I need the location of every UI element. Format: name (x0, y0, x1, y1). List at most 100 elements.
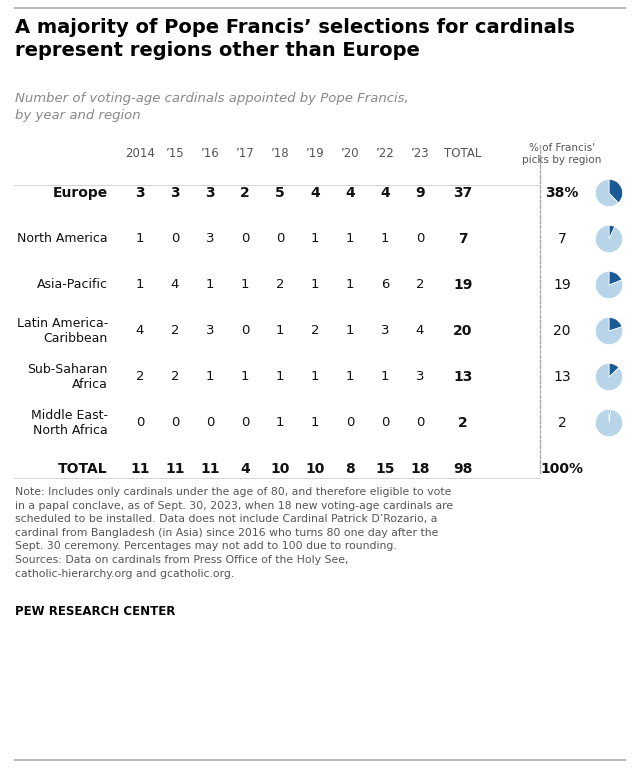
Text: 7: 7 (557, 232, 566, 246)
Text: 10: 10 (270, 462, 290, 476)
Text: 2: 2 (311, 324, 319, 337)
Text: ’22: ’22 (376, 147, 394, 160)
Text: Sub-Saharan
Africa: Sub-Saharan Africa (28, 363, 108, 391)
Text: North America: North America (17, 232, 108, 245)
Text: 3: 3 (205, 186, 215, 200)
Text: 100%: 100% (541, 462, 584, 476)
Text: 13: 13 (553, 370, 571, 384)
Text: 20: 20 (453, 324, 473, 338)
Text: ’18: ’18 (271, 147, 289, 160)
Wedge shape (595, 272, 623, 299)
Text: 1: 1 (381, 232, 389, 245)
Text: 7: 7 (458, 232, 468, 246)
Text: 0: 0 (136, 417, 144, 429)
Text: 1: 1 (205, 279, 214, 292)
Text: ’16: ’16 (200, 147, 220, 160)
Text: 1: 1 (241, 371, 249, 384)
Text: 0: 0 (416, 417, 424, 429)
Text: 2: 2 (136, 371, 144, 384)
Text: Note: Includes only cardinals under the age of 80, and therefore eligible to vot: Note: Includes only cardinals under the … (15, 487, 453, 578)
Text: 11: 11 (200, 462, 220, 476)
Text: 11: 11 (131, 462, 150, 476)
Text: 3: 3 (170, 186, 180, 200)
Text: 1: 1 (241, 279, 249, 292)
Text: 9: 9 (415, 186, 425, 200)
Text: 4: 4 (345, 186, 355, 200)
Text: 37: 37 (453, 186, 472, 200)
Text: 10: 10 (305, 462, 324, 476)
Text: 4: 4 (310, 186, 320, 200)
Text: 18: 18 (410, 462, 429, 476)
Wedge shape (595, 317, 623, 344)
Text: Europe: Europe (52, 186, 108, 200)
Text: 98: 98 (453, 462, 473, 476)
Text: 6: 6 (381, 279, 389, 292)
Text: 1: 1 (311, 371, 319, 384)
Text: Number of voting-age cardinals appointed by Pope Francis,
by year and region: Number of voting-age cardinals appointed… (15, 92, 409, 122)
Text: Middle East-
North Africa: Middle East- North Africa (31, 409, 108, 437)
Text: 0: 0 (206, 417, 214, 429)
Text: 4: 4 (240, 462, 250, 476)
Text: 3: 3 (205, 324, 214, 337)
Wedge shape (609, 179, 623, 203)
Text: 2: 2 (171, 371, 179, 384)
Text: 1: 1 (346, 232, 355, 245)
Text: 1: 1 (311, 417, 319, 429)
Text: 3: 3 (205, 232, 214, 245)
Text: 0: 0 (381, 417, 389, 429)
Text: 19: 19 (553, 278, 571, 292)
Text: 3: 3 (135, 186, 145, 200)
Wedge shape (609, 364, 619, 377)
Text: 4: 4 (380, 186, 390, 200)
Text: 8: 8 (345, 462, 355, 476)
Text: 4: 4 (416, 324, 424, 337)
Text: % of Francis'
picks by region: % of Francis' picks by region (522, 143, 602, 165)
Text: 0: 0 (416, 232, 424, 245)
Text: 38%: 38% (545, 186, 579, 200)
Text: 0: 0 (241, 232, 249, 245)
Text: 1: 1 (346, 324, 355, 337)
Text: 0: 0 (171, 417, 179, 429)
Text: ’23: ’23 (411, 147, 429, 160)
Text: 2: 2 (171, 324, 179, 337)
Text: 1: 1 (276, 324, 284, 337)
Text: 3: 3 (381, 324, 389, 337)
Text: 0: 0 (346, 417, 354, 429)
Text: 19: 19 (453, 278, 473, 292)
Text: 1: 1 (381, 371, 389, 384)
Text: 2: 2 (240, 186, 250, 200)
Text: 1: 1 (136, 232, 144, 245)
Text: 1: 1 (276, 417, 284, 429)
Text: 1: 1 (311, 232, 319, 245)
Text: 1: 1 (346, 279, 355, 292)
Text: 2014: 2014 (125, 147, 155, 160)
Text: 20: 20 (553, 324, 571, 338)
Text: 1: 1 (311, 279, 319, 292)
Text: Asia-Pacific: Asia-Pacific (37, 279, 108, 292)
Text: 11: 11 (165, 462, 185, 476)
Text: A majority of Pope Francis’ selections for cardinals
represent regions other tha: A majority of Pope Francis’ selections f… (15, 18, 575, 59)
Wedge shape (595, 364, 623, 391)
Text: 1: 1 (136, 279, 144, 292)
Text: 2: 2 (276, 279, 284, 292)
Text: Latin America-
Caribbean: Latin America- Caribbean (17, 317, 108, 345)
Text: 1: 1 (276, 371, 284, 384)
Text: 2: 2 (458, 416, 468, 430)
Text: 3: 3 (416, 371, 424, 384)
Text: 5: 5 (275, 186, 285, 200)
Wedge shape (595, 179, 618, 207)
Wedge shape (609, 409, 611, 423)
Wedge shape (609, 272, 621, 285)
Text: ’20: ’20 (340, 147, 359, 160)
Wedge shape (595, 409, 623, 437)
Text: 15: 15 (375, 462, 395, 476)
Text: ’19: ’19 (306, 147, 324, 160)
Text: ’17: ’17 (236, 147, 254, 160)
Text: 2: 2 (557, 416, 566, 430)
Text: 13: 13 (453, 370, 473, 384)
Text: 1: 1 (346, 371, 355, 384)
Text: 0: 0 (241, 417, 249, 429)
Text: PEW RESEARCH CENTER: PEW RESEARCH CENTER (15, 605, 175, 618)
Text: 4: 4 (136, 324, 144, 337)
Text: TOTAL: TOTAL (444, 147, 482, 160)
